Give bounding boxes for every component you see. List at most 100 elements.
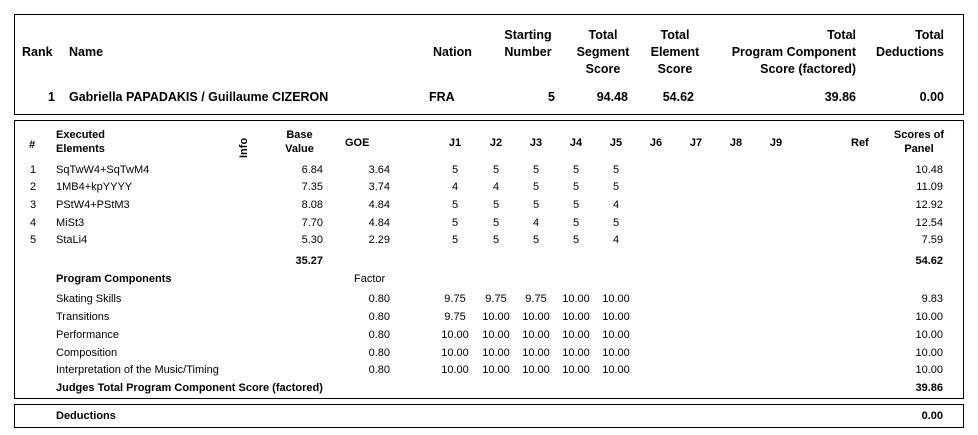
component-judge-score: 10.00	[562, 293, 590, 305]
name-header: Name	[69, 45, 104, 59]
skater-nation: FRA	[429, 90, 455, 104]
element-judge-score: 5	[612, 164, 620, 176]
component-judge-score: 9.75	[444, 293, 466, 305]
element-base-value: 6.84	[301, 164, 323, 176]
element-panel-score: 11.09	[916, 181, 943, 193]
element-judge-score: 5	[612, 181, 620, 193]
details-box: # Executed Elements Info Base Value GOE …	[14, 120, 964, 399]
element-judge-score: 4	[612, 199, 620, 211]
element-judge-score: 5	[451, 199, 459, 211]
goe-header: GOE	[345, 137, 370, 149]
pcs-header: Total Program Component Score (factored)	[731, 28, 856, 76]
component-judge-score: 10.00	[441, 329, 469, 341]
component-judge-score: 10.00	[482, 364, 510, 376]
skater-tss: 94.48	[596, 90, 628, 104]
element-panel-score: 12.92	[915, 199, 943, 211]
element-judge-score: 5	[451, 234, 459, 246]
component-judge-score: 9.75	[525, 293, 547, 305]
skater-rank: 1	[48, 90, 55, 104]
component-panel-score: 10.00	[915, 347, 943, 359]
component-judge-score: 10.00	[562, 329, 590, 341]
tes-header: Total Element Score	[650, 28, 700, 76]
deductions-label: Deductions	[56, 410, 116, 422]
element-name: MiSt3	[56, 217, 85, 229]
judge-header-1: J1	[448, 137, 462, 149]
num-header: #	[29, 139, 36, 151]
component-name: Transitions	[56, 311, 110, 323]
judge-header-2: J2	[489, 137, 503, 149]
component-name: Interpretation of the Music/Timing	[56, 364, 219, 376]
judge-header-8: J8	[729, 137, 743, 149]
tss-header: Total Segment Score	[576, 28, 630, 76]
components-total: 39.86	[915, 382, 943, 394]
element-judge-score: 5	[532, 181, 540, 193]
element-judge-score: 5	[492, 164, 500, 176]
element-judge-score: 5	[492, 217, 500, 229]
element-judge-score: 4	[492, 181, 500, 193]
element-number: 4	[30, 217, 37, 229]
deductions-box: Deductions 0.00	[14, 404, 964, 428]
element-number: 1	[30, 164, 37, 176]
info-header: Info	[238, 137, 250, 158]
judge-header-3: J3	[529, 137, 543, 149]
component-judge-score: 9.75	[444, 311, 466, 323]
element-judge-score: 5	[572, 181, 580, 193]
element-panel-score: 7.59	[921, 234, 943, 246]
judge-header-5: J5	[609, 137, 623, 149]
element-goe: 4.84	[368, 199, 390, 211]
summary-box: Rank Name Nation Starting Number Total S…	[14, 14, 964, 115]
element-judge-score: 5	[532, 199, 540, 211]
component-judge-score: 10.00	[482, 311, 510, 323]
element-judge-score: 4	[532, 217, 540, 229]
element-judge-score: 5	[612, 217, 620, 229]
component-judge-score: 10.00	[602, 347, 630, 359]
element-judge-score: 5	[532, 234, 540, 246]
component-name: Performance	[56, 329, 119, 341]
element-judge-score: 5	[451, 217, 459, 229]
element-judge-score: 4	[612, 234, 620, 246]
element-goe: 2.29	[368, 234, 390, 246]
component-judge-score: 10.00	[602, 311, 630, 323]
element-base-value: 7.70	[301, 217, 323, 229]
component-judge-score: 10.00	[602, 293, 630, 305]
component-judge-score: 10.00	[562, 347, 590, 359]
component-judge-score: 10.00	[482, 329, 510, 341]
panel-header: Scores of Panel	[893, 129, 945, 155]
element-panel-score: 12.54	[915, 217, 943, 229]
component-judge-score: 10.00	[562, 364, 590, 376]
element-judge-score: 5	[532, 164, 540, 176]
element-base-value: 5.30	[301, 234, 323, 246]
factor-label: Factor	[354, 273, 386, 285]
element-number: 2	[30, 181, 37, 193]
component-factor: 0.80	[368, 347, 390, 359]
component-factor: 0.80	[368, 293, 390, 305]
starting-number-header: Starting Number	[504, 28, 552, 59]
judge-header-7: J7	[689, 137, 703, 149]
component-panel-score: 10.00	[915, 364, 943, 376]
panel-total: 54.62	[915, 255, 943, 267]
element-name: 1MB4+kpYYYY	[56, 181, 133, 193]
element-base-value: 7.35	[301, 181, 323, 193]
element-judge-score: 5	[572, 217, 580, 229]
ded-header: Total Deductions	[875, 28, 944, 59]
element-name: SqTwW4+SqTwM4	[56, 164, 150, 176]
element-judge-score: 5	[492, 199, 500, 211]
element-name: StaLi4	[56, 234, 88, 246]
component-judge-score: 10.00	[522, 311, 550, 323]
component-judge-score: 9.75	[485, 293, 507, 305]
skater-starting-number: 5	[548, 90, 555, 104]
element-goe: 3.74	[368, 181, 390, 193]
element-judge-score: 5	[572, 199, 580, 211]
component-judge-score: 10.00	[602, 329, 630, 341]
component-judge-score: 10.00	[482, 347, 510, 359]
nation-header: Nation	[433, 45, 472, 59]
component-judge-score: 10.00	[441, 347, 469, 359]
components-total-label: Judges Total Program Component Score (fa…	[56, 382, 323, 394]
component-judge-score: 10.00	[522, 347, 550, 359]
element-judge-score: 5	[492, 234, 500, 246]
judge-header-9: J9	[769, 137, 783, 149]
deductions-value: 0.00	[921, 410, 943, 422]
judge-header-6: J6	[649, 137, 663, 149]
element-base-value: 8.08	[301, 199, 323, 211]
component-name: Composition	[56, 347, 118, 359]
